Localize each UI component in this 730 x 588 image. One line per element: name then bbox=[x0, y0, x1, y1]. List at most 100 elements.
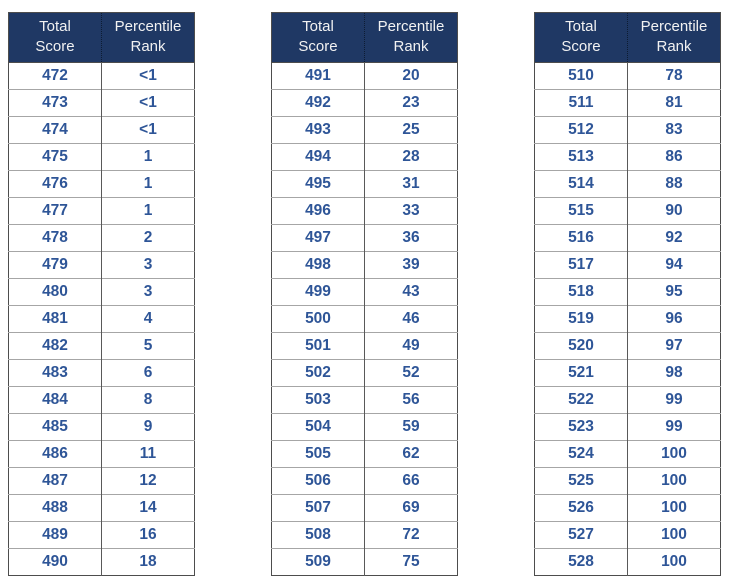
percentile-rank-cell: 12 bbox=[101, 467, 195, 495]
table-row: 486 11 bbox=[8, 440, 195, 468]
total-score-cell: 513 bbox=[534, 143, 628, 171]
percentile-rank-cell: 69 bbox=[364, 494, 458, 522]
total-score-cell: 473 bbox=[8, 89, 102, 117]
total-score-cell: 516 bbox=[534, 224, 628, 252]
percentile-rank-cell: 43 bbox=[364, 278, 458, 306]
table-row: 520 97 bbox=[534, 332, 721, 360]
table-row: 519 96 bbox=[534, 305, 721, 333]
percentile-rank-cell: 2 bbox=[101, 224, 195, 252]
percentile-rank-cell: 33 bbox=[364, 197, 458, 225]
percentile-rank-cell: 23 bbox=[364, 89, 458, 117]
total-score-cell: 521 bbox=[534, 359, 628, 387]
total-score-cell: 476 bbox=[8, 170, 102, 198]
table-row: 494 28 bbox=[271, 143, 458, 171]
total-score-cell: 478 bbox=[8, 224, 102, 252]
total-score-cell: 502 bbox=[271, 359, 365, 387]
total-score-cell: 474 bbox=[8, 116, 102, 144]
table-row: 472 <1 bbox=[8, 62, 195, 90]
table-row: 476 1 bbox=[8, 170, 195, 198]
table-row: 521 98 bbox=[534, 359, 721, 387]
percentile-rank-header: Percentile Rank bbox=[627, 12, 721, 63]
percentile-rank-cell: 86 bbox=[627, 143, 721, 171]
percentile-rank-cell: 49 bbox=[364, 332, 458, 360]
total-score-cell: 514 bbox=[534, 170, 628, 198]
percentile-rank-cell: 99 bbox=[627, 413, 721, 441]
header-row: Total Score Percentile Rank bbox=[534, 12, 721, 63]
total-score-cell: 523 bbox=[534, 413, 628, 441]
percentile-rank-cell: 100 bbox=[627, 521, 721, 549]
percentile-rank-cell: 1 bbox=[101, 197, 195, 225]
total-score-header: Total Score bbox=[271, 12, 365, 63]
total-score-cell: 489 bbox=[8, 521, 102, 549]
table-row: 492 23 bbox=[271, 89, 458, 117]
percentile-rank-cell: 28 bbox=[364, 143, 458, 171]
percentile-rank-cell: 11 bbox=[101, 440, 195, 468]
total-score-cell: 488 bbox=[8, 494, 102, 522]
table-row: 514 88 bbox=[534, 170, 721, 198]
percentile-rank-cell: 8 bbox=[101, 386, 195, 414]
total-score-cell: 496 bbox=[271, 197, 365, 225]
table-row: 484 8 bbox=[8, 386, 195, 414]
table-row: 527 100 bbox=[534, 521, 721, 549]
table-row: 495 31 bbox=[271, 170, 458, 198]
percentile-rank-cell: <1 bbox=[101, 116, 195, 144]
total-score-cell: 498 bbox=[271, 251, 365, 279]
total-score-cell: 519 bbox=[534, 305, 628, 333]
table-row: 516 92 bbox=[534, 224, 721, 252]
table-row: 511 81 bbox=[534, 89, 721, 117]
total-score-cell: 499 bbox=[271, 278, 365, 306]
table-row: 508 72 bbox=[271, 521, 458, 549]
percentile-rank-tables: Total Score Percentile Rank 472 <1 473 <1 474 <1 4… bbox=[8, 12, 721, 576]
total-score-cell: 480 bbox=[8, 278, 102, 306]
total-score-cell: 486 bbox=[8, 440, 102, 468]
percentile-rank-cell: 6 bbox=[101, 359, 195, 387]
total-score-cell: 485 bbox=[8, 413, 102, 441]
header-row: Total Score Percentile Rank bbox=[271, 12, 458, 63]
percentile-rank-cell: 99 bbox=[627, 386, 721, 414]
total-score-header: Total Score bbox=[8, 12, 102, 63]
total-score-cell: 527 bbox=[534, 521, 628, 549]
total-score-cell: 484 bbox=[8, 386, 102, 414]
total-score-cell: 475 bbox=[8, 143, 102, 171]
percentile-rank-cell: 83 bbox=[627, 116, 721, 144]
percentile-rank-cell: 1 bbox=[101, 170, 195, 198]
table-row: 522 99 bbox=[534, 386, 721, 414]
percentile-rank-cell: 59 bbox=[364, 413, 458, 441]
table-row: 524 100 bbox=[534, 440, 721, 468]
percentile-rank-cell: 3 bbox=[101, 278, 195, 306]
percentile-rank-cell: 98 bbox=[627, 359, 721, 387]
percentile-rank-cell: 14 bbox=[101, 494, 195, 522]
table-row: 523 99 bbox=[534, 413, 721, 441]
table-row: 493 25 bbox=[271, 116, 458, 144]
table-row: 503 56 bbox=[271, 386, 458, 414]
table-row: 498 39 bbox=[271, 251, 458, 279]
total-score-cell: 490 bbox=[8, 548, 102, 576]
table-row: 526 100 bbox=[534, 494, 721, 522]
percentile-rank-cell: 62 bbox=[364, 440, 458, 468]
table-row: 505 62 bbox=[271, 440, 458, 468]
total-score-cell: 491 bbox=[271, 62, 365, 90]
table-row: 488 14 bbox=[8, 494, 195, 522]
total-score-cell: 510 bbox=[534, 62, 628, 90]
percentile-rank-cell: 66 bbox=[364, 467, 458, 495]
total-score-cell: 508 bbox=[271, 521, 365, 549]
table-row: 481 4 bbox=[8, 305, 195, 333]
percentile-rank-cell: 90 bbox=[627, 197, 721, 225]
percentile-rank-cell: 25 bbox=[364, 116, 458, 144]
percentile-rank-cell: 9 bbox=[101, 413, 195, 441]
table-row: 525 100 bbox=[534, 467, 721, 495]
total-score-cell: 518 bbox=[534, 278, 628, 306]
percentile-rank-cell: 18 bbox=[101, 548, 195, 576]
percentile-rank-cell: 94 bbox=[627, 251, 721, 279]
table-row: 491 20 bbox=[271, 62, 458, 90]
total-score-cell: 477 bbox=[8, 197, 102, 225]
percentile-rank-cell: 5 bbox=[101, 332, 195, 360]
total-score-cell: 492 bbox=[271, 89, 365, 117]
percentile-rank-cell: 81 bbox=[627, 89, 721, 117]
table-row: 501 49 bbox=[271, 332, 458, 360]
table-row: 502 52 bbox=[271, 359, 458, 387]
percentile-rank-cell: 75 bbox=[364, 548, 458, 576]
total-score-cell: 517 bbox=[534, 251, 628, 279]
total-score-cell: 522 bbox=[534, 386, 628, 414]
score-table-1: Total Score Percentile Rank 472 <1 473 <1 474 <1 4… bbox=[8, 12, 195, 576]
